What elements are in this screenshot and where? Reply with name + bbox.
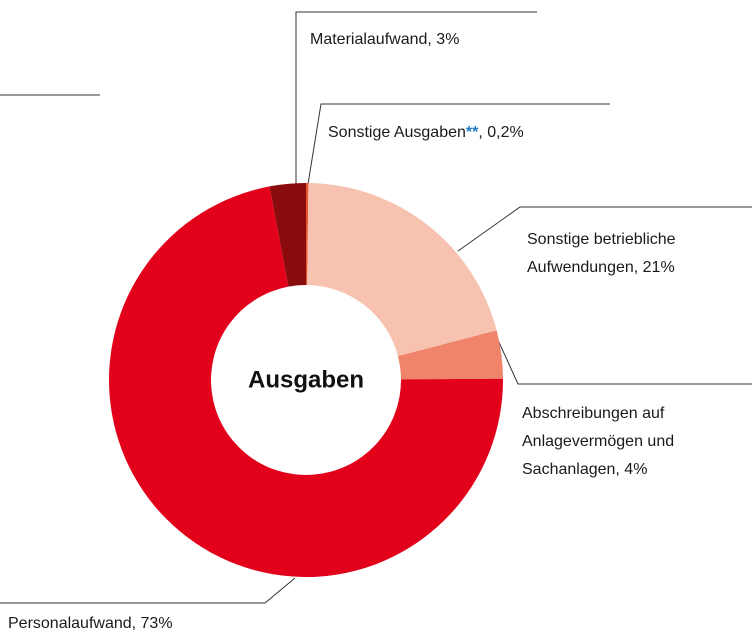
label-part: , 0,2% (478, 124, 523, 141)
slice-label: Sachanlagen, 4% (522, 461, 647, 478)
label-part: Anlagevermögen und (522, 433, 674, 450)
label-part: Abschreibungen auf (522, 405, 665, 422)
label-part: Sonstige betriebliche (527, 231, 676, 248)
slice-label: Anlagevermögen und (522, 433, 674, 450)
slice-label: Sonstige betriebliche (527, 231, 676, 248)
label-part: Materialaufwand, 3% (310, 31, 459, 48)
slice-label: Abschreibungen auf (522, 405, 665, 422)
label-part: Personalaufwand, 73% (8, 615, 173, 632)
label-part: Sonstige Ausgaben (328, 124, 466, 141)
slice-label: Aufwendungen, 21% (527, 259, 675, 276)
label-part: Sachanlagen, 4% (522, 461, 647, 478)
leader-line (0, 577, 296, 604)
leader-line (497, 339, 752, 385)
label-part: Aufwendungen, 21% (527, 259, 675, 276)
donut-slice (269, 183, 306, 287)
slice-label: Materialaufwand, 3% (310, 31, 459, 48)
donut-slice (307, 183, 497, 357)
slice-label: Personalaufwand, 73% (8, 615, 173, 632)
leader-line (457, 206, 752, 252)
leader-lines (0, 11, 752, 604)
donut-slice (108, 186, 503, 577)
slice-label: Sonstige Ausgaben**, 0,2% (328, 124, 524, 141)
center-label: Ausgaben (248, 366, 364, 393)
donut-slice (397, 330, 503, 380)
leader-line (295, 11, 537, 185)
label-part: ** (466, 124, 479, 141)
leader-line (307, 103, 610, 185)
donut-slice (306, 183, 309, 286)
